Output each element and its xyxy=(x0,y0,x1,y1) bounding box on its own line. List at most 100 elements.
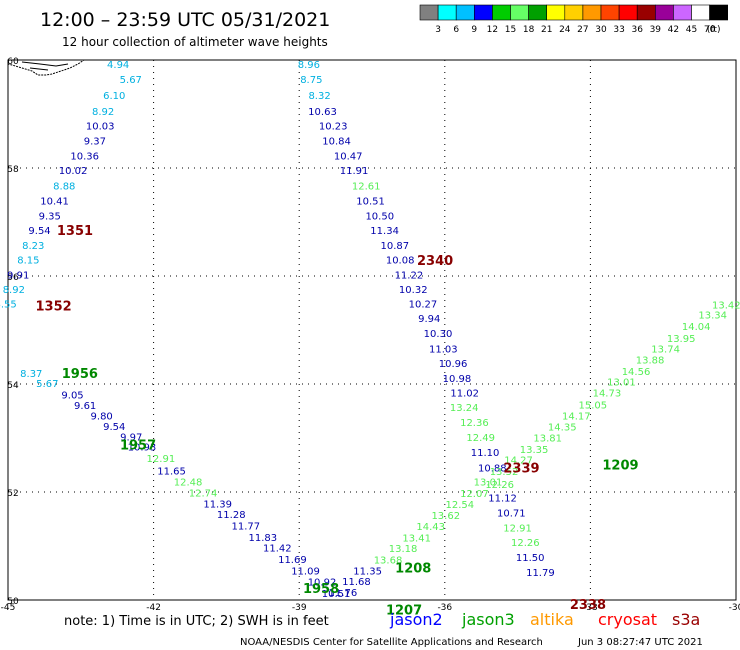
x-tick-label: -33 xyxy=(583,603,598,613)
plot-frame xyxy=(7,59,737,601)
swh-label: 10.32 xyxy=(399,285,428,296)
swh-label: 14.04 xyxy=(682,322,711,333)
swh-label: 12.07 xyxy=(460,489,489,500)
time-label: 1958 xyxy=(303,582,339,597)
swh-label: 11.35 xyxy=(353,566,382,577)
swh-label: 9.35 xyxy=(39,212,61,223)
swh-label: 13.18 xyxy=(389,544,418,555)
swh-label: 12.26 xyxy=(485,480,514,491)
swh-label: 8.96 xyxy=(298,60,320,71)
time-label: 2339 xyxy=(503,462,539,477)
swh-label: 13.41 xyxy=(402,533,431,544)
plot-area: -45 -42 -39 -36 -33 -30 50 52 54 56 58 60 4.94 5.67 6… xyxy=(0,57,740,619)
swh-label: 8.23 xyxy=(22,241,44,252)
swh-label: 8.32 xyxy=(308,91,330,102)
swh-label: 11.91 xyxy=(340,166,369,177)
swh-label: 10.92 xyxy=(308,578,337,589)
swh-label: 10.08 xyxy=(386,255,415,266)
swh-label: 9.61 xyxy=(74,401,96,412)
y-tick-label: 56 xyxy=(7,273,19,283)
legend-swatch xyxy=(673,4,692,21)
swh-label: 11.65 xyxy=(157,466,186,477)
swh-label: 9.97 xyxy=(120,432,142,443)
legend-label: 3 xyxy=(435,25,441,35)
legend-swatch xyxy=(709,4,728,21)
swh-label: 8.75 xyxy=(300,75,322,86)
legend-label: 36 xyxy=(631,25,643,35)
swh-label: 11.12 xyxy=(488,493,517,504)
swh-label: 11.68 xyxy=(342,577,371,588)
swh-label: 9.05 xyxy=(61,390,83,401)
legend-swatch xyxy=(564,4,584,21)
time-label: 1207 xyxy=(386,604,422,619)
swh-label: 10.27 xyxy=(409,300,438,311)
swh-label: 11.42 xyxy=(263,544,292,555)
swh-label: 4.94 xyxy=(107,60,129,71)
swh-label: 14.43 xyxy=(416,522,445,533)
legend-swatch xyxy=(654,4,674,21)
time-label: 1351 xyxy=(57,224,93,239)
swh-label: 11.03 xyxy=(429,344,458,355)
legend-swatch xyxy=(492,4,511,21)
swh-label: 13.88 xyxy=(636,356,665,367)
legend-label: 39 xyxy=(650,25,662,35)
swh-label: 13.35 xyxy=(520,445,549,456)
swh-label: 12.74 xyxy=(189,489,218,500)
satellite-name: jason3 xyxy=(461,610,515,629)
swh-label: 12.48 xyxy=(174,478,203,489)
coastline-fragment-2 xyxy=(21,61,69,71)
footer-note: note: 1) Time is in UTC; 2) SWH is in fe… xyxy=(64,614,329,629)
swh-label: 10.88 xyxy=(478,464,507,475)
swh-label: 5.67 xyxy=(36,379,58,390)
legend-swatch xyxy=(473,4,493,21)
legend-label: 15 xyxy=(505,25,516,35)
swh-label: 11.22 xyxy=(395,270,424,281)
swh-label: 10.30 xyxy=(424,329,453,340)
swh-label: 8.92 xyxy=(3,285,25,296)
swh-label: 9.37 xyxy=(84,136,106,147)
swh-label: 13.95 xyxy=(667,334,696,345)
swh-label: 12.49 xyxy=(466,433,495,444)
legend-swatch xyxy=(528,4,547,21)
legend-label: 24 xyxy=(559,25,571,35)
time-label: 1209 xyxy=(602,458,638,473)
legend-swatch xyxy=(618,4,638,21)
swh-label: 10.87 xyxy=(380,241,409,252)
swh-label: 13.68 xyxy=(374,556,403,567)
swh-label: 15.05 xyxy=(579,401,608,412)
swh-label: 11.02 xyxy=(450,389,479,400)
x-tick-label: -39 xyxy=(292,603,307,613)
swh-label: 13.01 xyxy=(474,478,503,489)
swh-label: 10.98 xyxy=(443,374,472,385)
swh-label: 13.01 xyxy=(607,377,636,388)
swh-label: 8.92 xyxy=(92,107,114,118)
swh-label: 8.37 xyxy=(20,369,42,380)
axis-tick-labels: -45 -42 -39 -36 -33 -30 50 52 54 56 58 60 xyxy=(1,57,740,613)
swh-label: 10.50 xyxy=(365,212,394,223)
data-labels: 4.94 5.67 6.10 8.92 10.03 9.37 10.36 10.02 8.88 1… xyxy=(0,60,740,600)
legend-unit: (ft) xyxy=(707,25,721,35)
swh-label: 5.67 xyxy=(120,75,142,86)
time-label: 2340 xyxy=(417,254,453,269)
swh-label: 14.27 xyxy=(504,456,533,467)
swh-label: 13.62 xyxy=(431,511,460,522)
swh-label: 8.55 xyxy=(0,300,17,311)
swh-label: 10.47 xyxy=(334,152,363,163)
swh-label: 11.79 xyxy=(526,568,555,579)
coastline-fragment xyxy=(7,59,86,76)
time-label: 1208 xyxy=(395,562,431,577)
swh-label: 11.50 xyxy=(516,553,545,564)
swh-label: 10.23 xyxy=(319,121,348,132)
swh-label: 10.84 xyxy=(322,136,351,147)
swh-label: 13.52 xyxy=(490,467,519,478)
swh-label: 9.94 xyxy=(418,314,440,325)
legend-label: 18 xyxy=(523,25,535,35)
swh-label: 8.15 xyxy=(17,255,39,266)
swh-label: 10.71 xyxy=(497,509,526,520)
swh-label: 13.42 xyxy=(712,301,740,312)
legend-label: 45 xyxy=(686,25,697,35)
legend-swatch xyxy=(691,4,710,21)
legend-swatch xyxy=(419,4,439,21)
swh-label: 14.17 xyxy=(562,411,591,422)
